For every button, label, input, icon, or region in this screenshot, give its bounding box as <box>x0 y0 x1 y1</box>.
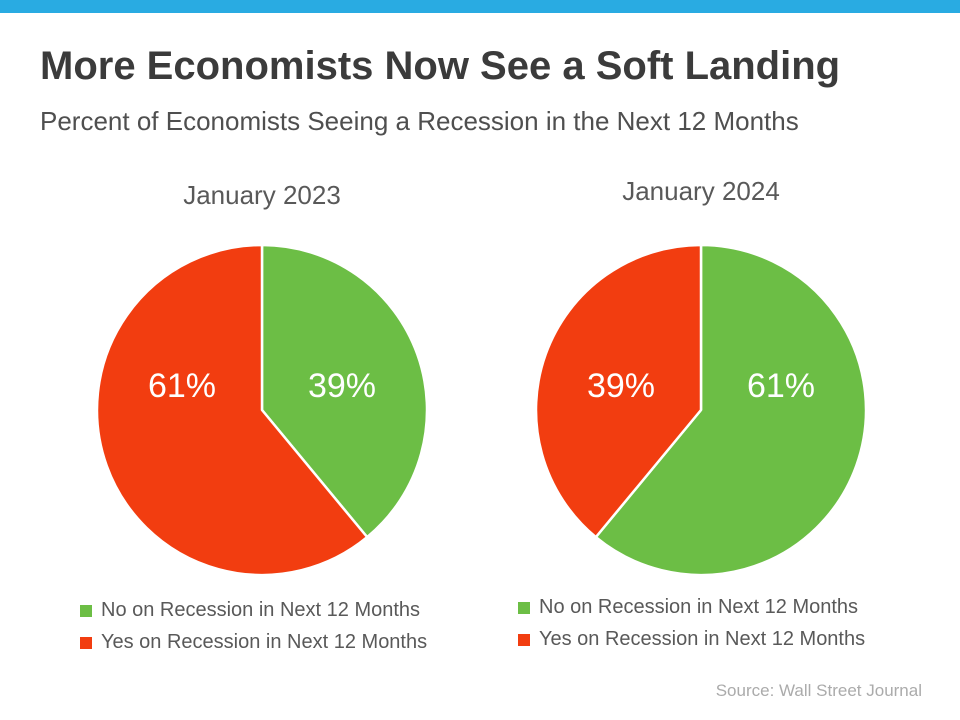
legend-label: No on Recession in Next 12 Months <box>101 599 421 621</box>
page-title: More Economists Now See a Soft Landing <box>40 44 841 88</box>
pie-slice <box>534 243 703 539</box>
legend-item-no-recession: No on Recession in Next 12 Months <box>518 596 865 619</box>
legend-swatch-green <box>518 601 530 614</box>
pie-chart-january-2023: 39% 61% <box>95 243 429 577</box>
pie-chart-january-2024: 61% 39% <box>534 243 868 577</box>
pie-slice-label: 39% <box>587 367 655 405</box>
pie-slice <box>95 243 369 577</box>
pie-slice-label: 61% <box>747 367 815 405</box>
legend-label: No on Recession in Next 12 Months <box>539 596 859 618</box>
legend-swatch-green <box>80 604 92 617</box>
pie-slice-label: 61% <box>148 367 216 405</box>
legend-january-2023: No on Recession in Next 12 Months Yes on… <box>80 599 427 654</box>
page-subtitle: Percent of Economists Seeing a Recession… <box>40 106 799 136</box>
top-accent-bar <box>0 0 960 13</box>
legend-item-yes-recession: Yes on Recession in Next 12 Months <box>80 631 427 654</box>
chart-heading-january-2024: January 2024 <box>622 176 780 206</box>
legend-swatch-red <box>80 636 92 649</box>
legend-item-no-recession: No on Recession in Next 12 Months <box>80 599 427 622</box>
legend-january-2024: No on Recession in Next 12 Months Yes on… <box>518 596 865 651</box>
source-attribution: Source: Wall Street Journal <box>715 681 922 700</box>
pie-slice-label: 39% <box>308 367 376 405</box>
legend-swatch-red <box>518 633 530 646</box>
legend-label: Yes on Recession in Next 12 Months <box>101 631 428 653</box>
pie-slice <box>260 243 429 539</box>
pie-slice <box>594 243 868 577</box>
legend-label: Yes on Recession in Next 12 Months <box>539 628 866 650</box>
legend-item-yes-recession: Yes on Recession in Next 12 Months <box>518 628 865 651</box>
chart-heading-january-2023: January 2023 <box>183 180 341 210</box>
